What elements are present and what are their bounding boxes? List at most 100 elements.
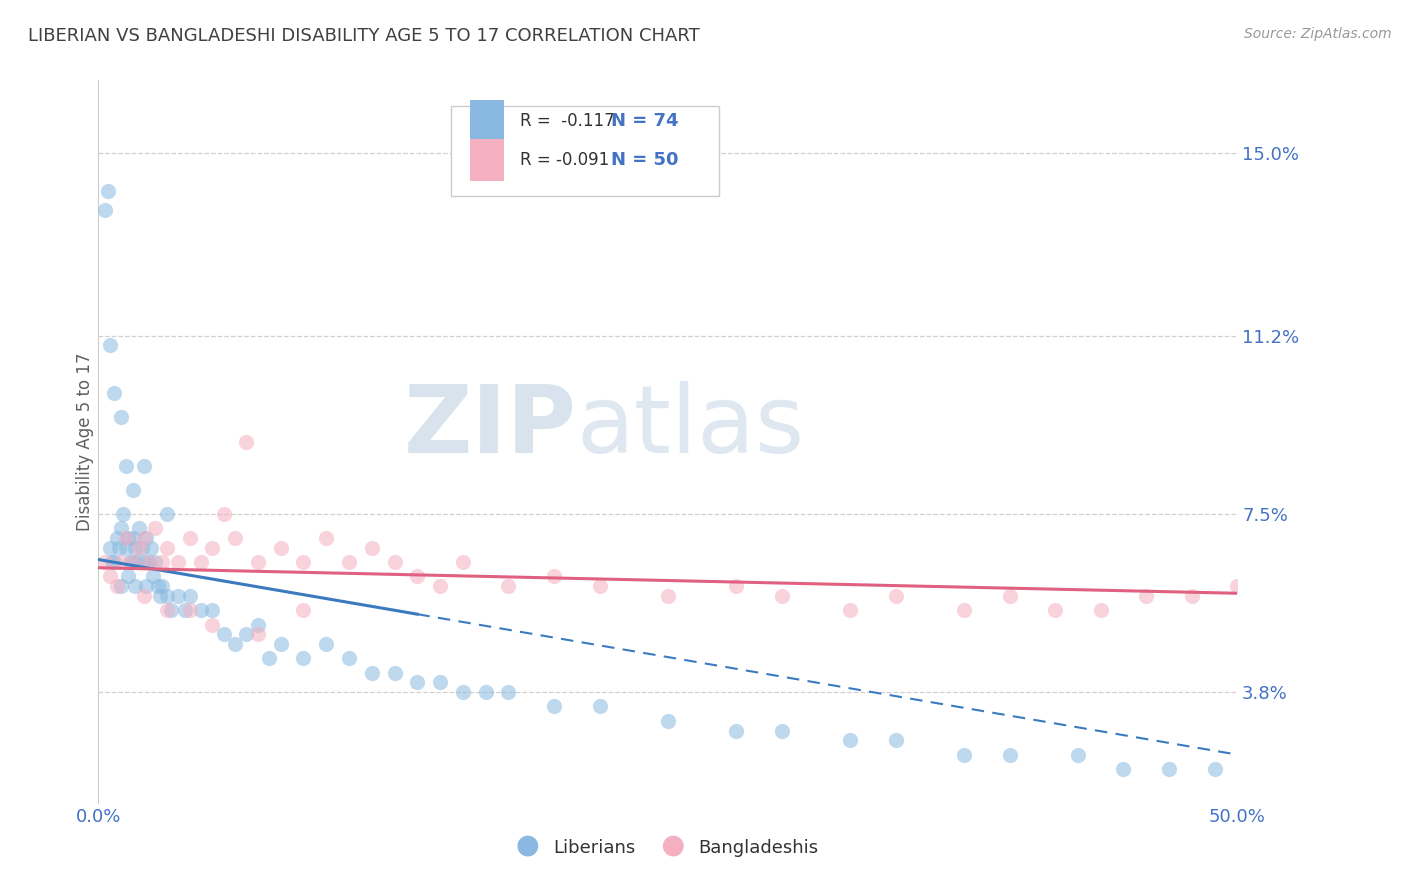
Point xyxy=(406,675,429,690)
Point xyxy=(406,569,429,583)
Point xyxy=(150,579,173,593)
Point xyxy=(270,637,292,651)
Point xyxy=(235,434,257,449)
Point xyxy=(543,699,565,714)
Point xyxy=(384,555,406,569)
Point xyxy=(121,483,143,497)
Point xyxy=(360,541,382,555)
Point xyxy=(139,541,162,555)
Point xyxy=(246,627,269,641)
Point xyxy=(135,531,157,545)
Point xyxy=(124,579,146,593)
Point xyxy=(212,627,235,641)
Point xyxy=(103,386,125,401)
Point xyxy=(1226,579,1249,593)
Point xyxy=(474,685,496,699)
Point xyxy=(156,507,179,521)
Y-axis label: Disability Age 5 to 17: Disability Age 5 to 17 xyxy=(76,352,94,531)
Point xyxy=(98,541,121,555)
Text: atlas: atlas xyxy=(576,381,806,473)
Point xyxy=(498,685,520,699)
Point xyxy=(451,685,474,699)
Point xyxy=(315,531,337,545)
Text: ZIP: ZIP xyxy=(404,381,576,473)
Point xyxy=(156,589,179,603)
Point xyxy=(96,184,118,198)
Point xyxy=(114,531,136,545)
Text: R = -0.091: R = -0.091 xyxy=(520,151,609,169)
Point xyxy=(179,531,201,545)
Point xyxy=(201,541,224,555)
Point xyxy=(292,603,315,617)
Point xyxy=(98,338,121,352)
Point xyxy=(160,603,183,617)
Point xyxy=(498,579,520,593)
Point xyxy=(132,555,155,569)
Point xyxy=(105,579,128,593)
Point xyxy=(132,458,155,473)
Point xyxy=(1135,589,1157,603)
Point xyxy=(121,531,143,545)
Point xyxy=(132,531,155,545)
Point xyxy=(94,555,117,569)
Point xyxy=(998,589,1021,603)
Point xyxy=(135,579,157,593)
Point xyxy=(1157,762,1180,776)
Point xyxy=(1112,762,1135,776)
FancyBboxPatch shape xyxy=(470,139,503,180)
Point xyxy=(145,521,167,535)
Point xyxy=(110,410,132,425)
Point xyxy=(128,521,150,535)
Point xyxy=(110,521,132,535)
Text: N = 50: N = 50 xyxy=(612,151,679,169)
Point xyxy=(179,589,201,603)
Point xyxy=(770,589,793,603)
Point xyxy=(167,555,190,569)
Point xyxy=(315,637,337,651)
Point xyxy=(138,555,160,569)
Point xyxy=(884,733,907,747)
Point xyxy=(588,699,610,714)
Point xyxy=(190,555,212,569)
Point xyxy=(337,555,360,569)
Point xyxy=(112,507,135,521)
Point xyxy=(657,589,679,603)
Point xyxy=(190,603,212,617)
Point xyxy=(179,603,201,617)
Text: LIBERIAN VS BANGLADESHI DISABILITY AGE 5 TO 17 CORRELATION CHART: LIBERIAN VS BANGLADESHI DISABILITY AGE 5… xyxy=(28,27,700,45)
Point xyxy=(201,603,224,617)
Point xyxy=(235,627,257,641)
Point xyxy=(145,555,167,569)
Text: N = 74: N = 74 xyxy=(612,112,679,130)
Point xyxy=(114,541,136,555)
Point xyxy=(451,555,474,569)
FancyBboxPatch shape xyxy=(451,105,718,196)
Point xyxy=(167,589,190,603)
Point xyxy=(110,579,132,593)
Point xyxy=(121,555,143,569)
Text: Source: ZipAtlas.com: Source: ZipAtlas.com xyxy=(1244,27,1392,41)
Point xyxy=(429,579,451,593)
Point xyxy=(292,651,315,665)
Point xyxy=(998,747,1021,762)
Point xyxy=(117,531,139,545)
Point xyxy=(884,589,907,603)
Point xyxy=(953,747,976,762)
Point xyxy=(224,531,246,545)
Point xyxy=(429,675,451,690)
Point xyxy=(657,714,679,728)
Point xyxy=(725,723,748,738)
Point xyxy=(156,603,179,617)
Point xyxy=(108,541,131,555)
Point xyxy=(105,531,128,545)
Point xyxy=(770,723,793,738)
Point xyxy=(114,458,136,473)
Point xyxy=(149,589,172,603)
Point xyxy=(246,617,269,632)
Point xyxy=(128,541,150,555)
Point xyxy=(201,617,224,632)
Point xyxy=(337,651,360,665)
Point xyxy=(1043,603,1066,617)
Point xyxy=(360,665,382,680)
Point xyxy=(1204,762,1226,776)
